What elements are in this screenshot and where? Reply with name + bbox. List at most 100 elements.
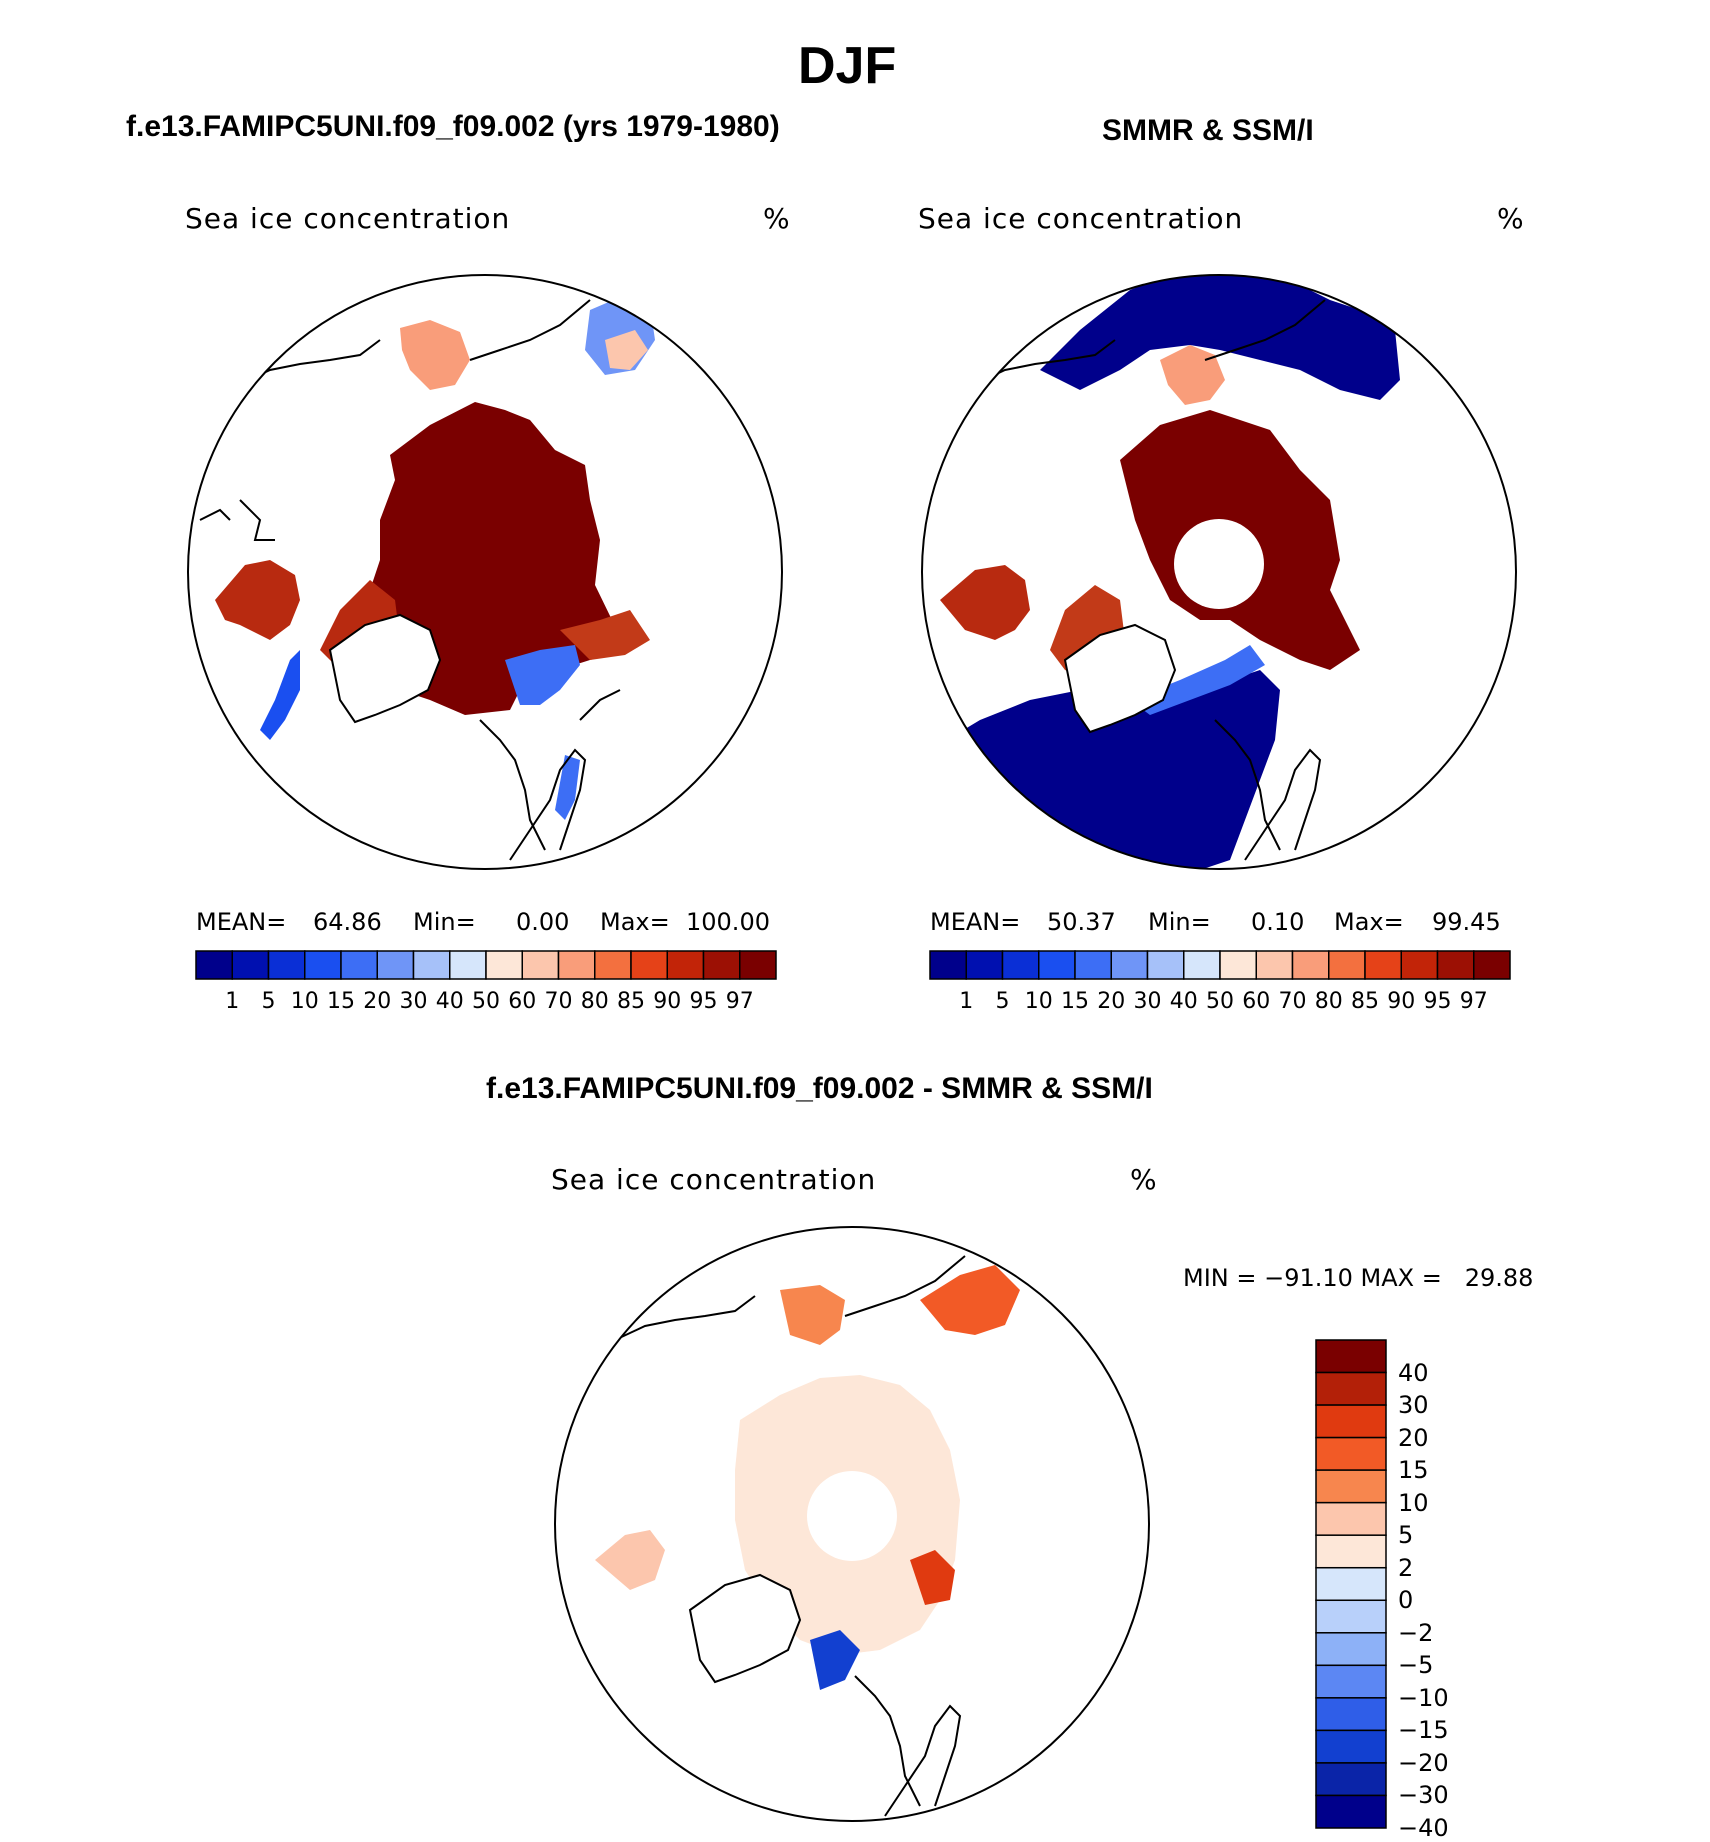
colorbar-obs-tick-label: 85 (1351, 989, 1379, 1014)
obs-ice-bering (1160, 345, 1225, 405)
model-ice-okhotsk-inner (605, 330, 648, 370)
colorbar-diff-segment (1315, 1664, 1387, 1699)
panel-right-mean-value: 50.37 (1047, 908, 1116, 936)
colorbar-model-tick-label: 20 (363, 989, 392, 1014)
colorbar-model-tick-label: 70 (544, 989, 573, 1014)
colorbar-obs-tick-label: 60 (1242, 989, 1271, 1014)
colorbar-diff (1315, 1339, 1387, 1829)
colorbar-obs-tick-label: 15 (1061, 989, 1089, 1014)
colorbar-model-segment (521, 950, 560, 980)
panel-right-units: % (1497, 202, 1525, 235)
colorbar-diff-tick-label: 0 (1398, 1586, 1414, 1615)
panel-left-variable: Sea ice concentration (185, 202, 511, 235)
colorbar-obs-segment (1146, 950, 1185, 980)
colorbar-model-tick-label: 80 (580, 989, 609, 1014)
diff-coast-lines (614, 1255, 966, 1817)
colorbar-diff-segment (1315, 1632, 1387, 1667)
colorbar-model-tick-label: 85 (617, 989, 645, 1014)
map-model (199, 295, 655, 861)
colorbar-diff-tick-label: 10 (1398, 1488, 1429, 1517)
colorbar-model-segment (304, 950, 342, 980)
colorbar-model-segment (267, 950, 306, 980)
panel-right-max-label: Max= (1334, 908, 1404, 936)
colorbar-diff-segment (1315, 1762, 1387, 1797)
panel-bottom-header: f.e13.FAMIPC5UNI.f09_f09.002 - SMMR & SS… (486, 1072, 1153, 1105)
obs-coast-lines (974, 299, 1326, 861)
colorbar-diff-tick-label: 2 (1398, 1553, 1414, 1582)
colorbar-diff-tick-label: −20 (1398, 1748, 1449, 1777)
colorbar-model-segment (666, 950, 705, 980)
colorbar-diff-segment (1315, 1697, 1387, 1732)
colorbar-diff-tick-label: −40 (1398, 1814, 1449, 1842)
colorbar-model-tick-label: 30 (399, 989, 428, 1014)
panel-left-min-label: Min= (413, 908, 476, 936)
colorbar-model-segment (231, 950, 270, 980)
panel-right-min-label: Min= (1148, 908, 1211, 936)
colorbar-model-tick-label: 1 (225, 989, 240, 1014)
colorbar-model-segment (195, 950, 233, 980)
model-ice-bering (400, 320, 470, 390)
colorbar-model-segment (702, 950, 741, 980)
panel-left-max-value: 100.00 (686, 908, 770, 936)
panel-left-mean-value: 64.86 (313, 908, 382, 936)
colorbar-model-tick-label: 90 (653, 989, 682, 1014)
colorbar-obs-segment (1400, 950, 1439, 980)
colorbar-obs-tick-label: 40 (1169, 989, 1198, 1014)
colorbar-obs-segment (1328, 950, 1366, 980)
panel-left-header: f.e13.FAMIPC5UNI.f09_f09.002 (yrs 1979-1… (126, 110, 780, 143)
colorbar-obs-tick-label: 95 (1423, 989, 1452, 1014)
colorbar-diff-tick-label: −15 (1398, 1716, 1449, 1745)
colorbar-obs-tick-label: 50 (1206, 989, 1234, 1014)
obs-pole-hole (1174, 519, 1264, 609)
colorbar-model-segment (594, 950, 632, 980)
panel-right-max-value: 99.45 (1432, 908, 1501, 936)
colorbar-diff-segment (1315, 1339, 1387, 1374)
panel-bottom-minmax: MIN = −91.10 MAX = 29.88 (1183, 1264, 1534, 1292)
diff-pacific-positive (780, 1285, 845, 1345)
colorbar-model-segment (630, 950, 668, 980)
colorbar-diff-tick-label: −10 (1398, 1683, 1449, 1712)
colorbar-obs-tick-label: 90 (1387, 989, 1416, 1014)
map-diff-boundary (554, 1226, 1150, 1822)
colorbar-obs-segment (1001, 950, 1040, 980)
colorbar-diff-segment (1315, 1794, 1387, 1829)
diff-barents-positive (910, 1550, 955, 1605)
colorbar-diff-tick-label: −5 (1398, 1651, 1434, 1680)
panel-right-min-value: 0.10 (1251, 908, 1305, 936)
colorbar-obs-segment (1074, 950, 1112, 980)
colorbar-diff-segment (1315, 1729, 1387, 1764)
diff-greenland (688, 1573, 802, 1684)
colorbar-obs-segment (1038, 950, 1076, 980)
colorbar-diff-segment (1315, 1371, 1387, 1406)
colorbar-diff-segment (1315, 1469, 1387, 1504)
colorbar-obs-segment (1183, 950, 1221, 980)
panel-bottom-units: % (1130, 1163, 1158, 1196)
obs-greenland (1063, 623, 1177, 734)
panel-right-mean-label: MEAN= (930, 908, 1021, 936)
colorbar-diff-segment (1315, 1534, 1387, 1569)
colorbar-model-segment (557, 950, 596, 980)
colorbar-model-segment (340, 950, 378, 980)
colorbar-model-tick-label: 40 (435, 989, 464, 1014)
model-ice-edge-labrador (260, 650, 300, 740)
colorbar-obs-tick-label: 30 (1133, 989, 1162, 1014)
colorbar-obs-tick-label: 70 (1278, 989, 1307, 1014)
colorbar-model-tick-label: 5 (261, 989, 276, 1014)
colorbar-diff-segment (1315, 1566, 1387, 1602)
model-greenland (328, 613, 442, 724)
colorbar-obs-segment (1436, 950, 1475, 980)
colorbar-obs-tick-label: 1 (959, 989, 974, 1014)
panel-left-units: % (763, 202, 791, 235)
colorbar-diff-tick-label: 15 (1398, 1456, 1429, 1485)
diff-atlantic-negative (810, 1630, 860, 1690)
colorbar-obs-segment (965, 950, 1004, 980)
colorbar-diff-segment (1315, 1436, 1387, 1471)
colorbar-obs-tick-label: 10 (1024, 989, 1053, 1014)
colorbar-obs-segment (1291, 950, 1330, 980)
map-obs-boundary (921, 274, 1517, 870)
colorbar-diff-tick-label: 20 (1398, 1423, 1429, 1452)
colorbar-diff-tick-label: −30 (1398, 1781, 1449, 1810)
panel-left-min-value: 0.00 (516, 908, 570, 936)
colorbar-obs-segment (1255, 950, 1294, 980)
